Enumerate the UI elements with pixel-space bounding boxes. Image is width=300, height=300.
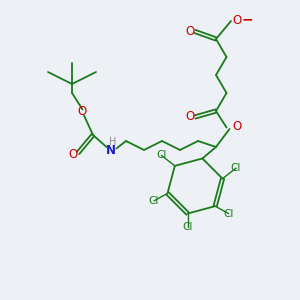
Text: O: O [185, 110, 194, 124]
Text: Cl: Cl [156, 150, 167, 160]
Text: Cl: Cl [149, 196, 159, 206]
Text: O: O [78, 105, 87, 119]
Text: O: O [232, 14, 242, 27]
Text: O: O [232, 119, 241, 133]
Text: Cl: Cl [182, 222, 193, 232]
Text: H: H [109, 137, 116, 147]
Text: O: O [185, 25, 194, 38]
Text: −: − [242, 12, 253, 26]
Text: O: O [68, 148, 77, 161]
Text: N: N [106, 143, 116, 157]
Text: Cl: Cl [224, 209, 234, 219]
Text: Cl: Cl [231, 163, 241, 173]
